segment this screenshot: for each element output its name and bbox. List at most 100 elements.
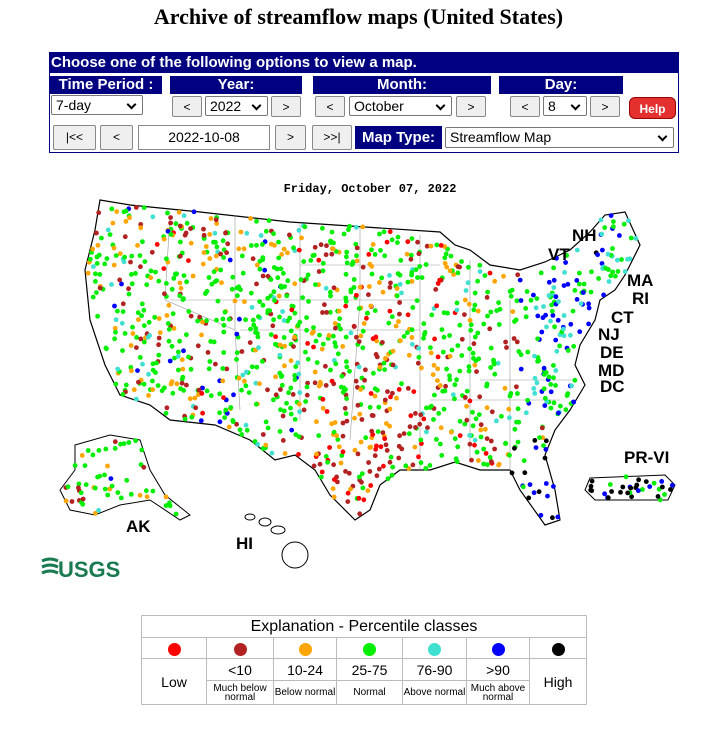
gage-dot	[561, 283, 567, 288]
gage-dot	[305, 356, 311, 362]
gage-dot	[528, 297, 534, 303]
gage-dot	[184, 279, 190, 285]
gage-dot	[516, 419, 522, 425]
gage-dot	[523, 306, 529, 311]
gage-dot	[483, 451, 489, 456]
gage-dot	[95, 313, 100, 319]
gage-dot	[355, 402, 361, 408]
gage-dot	[241, 246, 247, 252]
next-button[interactable]: >	[275, 125, 306, 150]
year-prev[interactable]: <	[172, 96, 202, 117]
help-button[interactable]: Help	[629, 97, 676, 119]
year-next[interactable]: >	[271, 96, 301, 117]
month-prev[interactable]: <	[315, 96, 345, 117]
prev-button[interactable]: <	[100, 125, 133, 150]
map-type-select[interactable]: Streamflow Map	[445, 127, 674, 148]
gage-dot	[126, 291, 132, 297]
gage-dot	[346, 470, 352, 476]
gage-dot	[254, 242, 259, 248]
gage-dot	[243, 422, 249, 428]
gage-dot	[323, 285, 329, 291]
gage-dot	[72, 463, 78, 468]
gage-dot	[145, 334, 151, 340]
gage-dot	[130, 331, 136, 336]
gage-dot	[214, 221, 220, 227]
gage-dot	[522, 470, 528, 476]
gage-dot	[409, 270, 415, 275]
gage-dot	[211, 339, 217, 345]
gage-dot	[273, 392, 279, 398]
gage-dot	[447, 268, 453, 274]
month-next[interactable]: >	[456, 96, 486, 117]
gage-dot	[253, 401, 259, 407]
gage-dot	[517, 277, 523, 283]
day-prev[interactable]: <	[510, 96, 540, 117]
gage-dot	[256, 345, 261, 351]
gage-dot	[236, 375, 242, 381]
gage-dot	[170, 311, 176, 317]
gage-dot	[501, 273, 506, 279]
gage-dot	[542, 395, 548, 401]
gage-dot	[551, 400, 557, 406]
gage-dot	[367, 284, 372, 289]
gage-dot	[447, 373, 452, 379]
gage-dot	[372, 308, 378, 313]
day-select[interactable]: 8	[543, 96, 587, 116]
gage-dot	[166, 326, 172, 332]
day-next[interactable]: >	[590, 96, 620, 117]
gage-dot	[126, 440, 132, 445]
gage-dot	[316, 269, 322, 274]
gage-dot	[200, 385, 205, 391]
gage-dot	[122, 254, 127, 260]
gage-dot	[339, 373, 345, 379]
gage-dot	[128, 491, 134, 497]
gage-dot	[220, 378, 226, 384]
gage-dot	[533, 445, 539, 450]
gage-dot	[409, 279, 415, 284]
gage-dot	[484, 383, 489, 389]
gage-dot	[333, 344, 339, 349]
month-select[interactable]: October	[349, 96, 452, 116]
gage-dot	[312, 369, 318, 375]
last-button[interactable]: >>|	[312, 125, 352, 150]
gage-dot	[354, 292, 359, 298]
gage-dot	[133, 396, 139, 402]
gage-dot	[368, 391, 374, 396]
gage-dot	[222, 415, 228, 420]
logo-waves	[41, 557, 59, 575]
gage-dot	[363, 435, 369, 441]
gage-dot	[586, 321, 591, 327]
gage-dot	[305, 272, 311, 278]
gage-dot	[533, 305, 539, 311]
time-period-select[interactable]: 7-day	[51, 95, 143, 115]
gage-dot	[186, 309, 192, 314]
date-field[interactable]: 2022-10-08	[138, 125, 270, 150]
gage-dot	[193, 405, 199, 411]
gage-dot	[323, 252, 329, 258]
gage-dot	[263, 419, 269, 425]
gage-dot	[598, 217, 604, 223]
gage-dot	[99, 235, 104, 241]
year-select[interactable]: 2022	[205, 96, 268, 116]
gage-dot	[96, 448, 102, 453]
legend-table: Explanation - Percentile classes Low <10…	[141, 615, 587, 705]
gage-dot	[229, 286, 235, 292]
gage-dot	[244, 427, 250, 433]
gage-dot	[239, 387, 244, 393]
legend-range: 76-90	[402, 658, 467, 681]
gage-dot	[374, 338, 379, 344]
gage-dot	[418, 460, 424, 466]
gage-dot	[230, 418, 236, 423]
gage-dot	[298, 277, 304, 283]
first-button[interactable]: |<<	[53, 125, 96, 150]
gage-dot	[477, 269, 483, 274]
gage-dot	[323, 363, 328, 369]
gage-dot	[609, 489, 614, 494]
gage-dot	[507, 415, 512, 421]
gage-dot	[507, 289, 513, 294]
gage-dot	[366, 292, 371, 298]
gage-dot	[565, 348, 571, 353]
gage-dot	[622, 269, 628, 274]
gage-dot	[406, 431, 412, 437]
gage-dot	[115, 490, 121, 495]
